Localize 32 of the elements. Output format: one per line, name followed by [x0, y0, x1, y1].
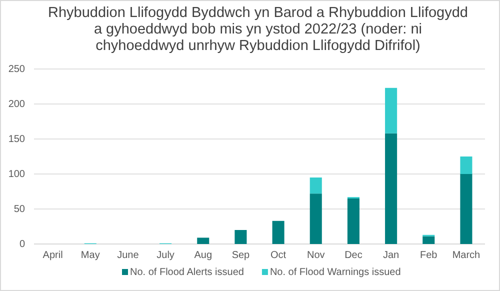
y-tick-label: 100: [8, 169, 26, 180]
bar: [460, 174, 472, 244]
y-tick-label: 150: [8, 134, 26, 146]
x-tick-label: July: [156, 250, 174, 261]
bar: [310, 194, 322, 244]
bar: [460, 156, 472, 174]
y-tick-label: 200: [8, 99, 26, 110]
bar: [385, 133, 398, 244]
y-tick-label: 250: [8, 64, 26, 76]
x-tick-label: June: [117, 250, 140, 261]
legend-label: No. of Flood Warnings issued: [270, 267, 401, 278]
x-tick-label: May: [80, 250, 100, 261]
bar: [197, 238, 210, 244]
x-tick-label: Nov: [306, 250, 325, 261]
x-tick-label: Feb: [420, 250, 438, 261]
bar: [385, 88, 398, 134]
x-tick-label: April: [42, 250, 63, 261]
x-tick-label: March: [452, 250, 480, 261]
x-tick-label: Aug: [194, 250, 212, 261]
bar: [234, 230, 247, 244]
legend-label: No. of Flood Alerts issued: [130, 267, 244, 278]
y-tick-label: 50: [14, 204, 26, 216]
y-tick-label: 0: [19, 239, 26, 250]
x-tick-label: Sep: [232, 250, 250, 261]
bar: [347, 198, 360, 244]
bar: [310, 178, 322, 194]
bar: [422, 236, 435, 244]
x-tick-label: Dec: [344, 250, 362, 261]
bar: [272, 220, 284, 244]
chart-title: Rhybuddion Llifogydd Byddwch yn Barod a Rhybuddion Llifogydd a gyhoeddwyd bob mis yn ystod 2022/23 (noder: ni chyhoeddwyd unrhyw Rybuddion Llifogydd Difrifol): [48, 5, 468, 54]
x-tick-label: Jan: [382, 250, 400, 261]
x-tick-label: Oct: [270, 250, 286, 261]
